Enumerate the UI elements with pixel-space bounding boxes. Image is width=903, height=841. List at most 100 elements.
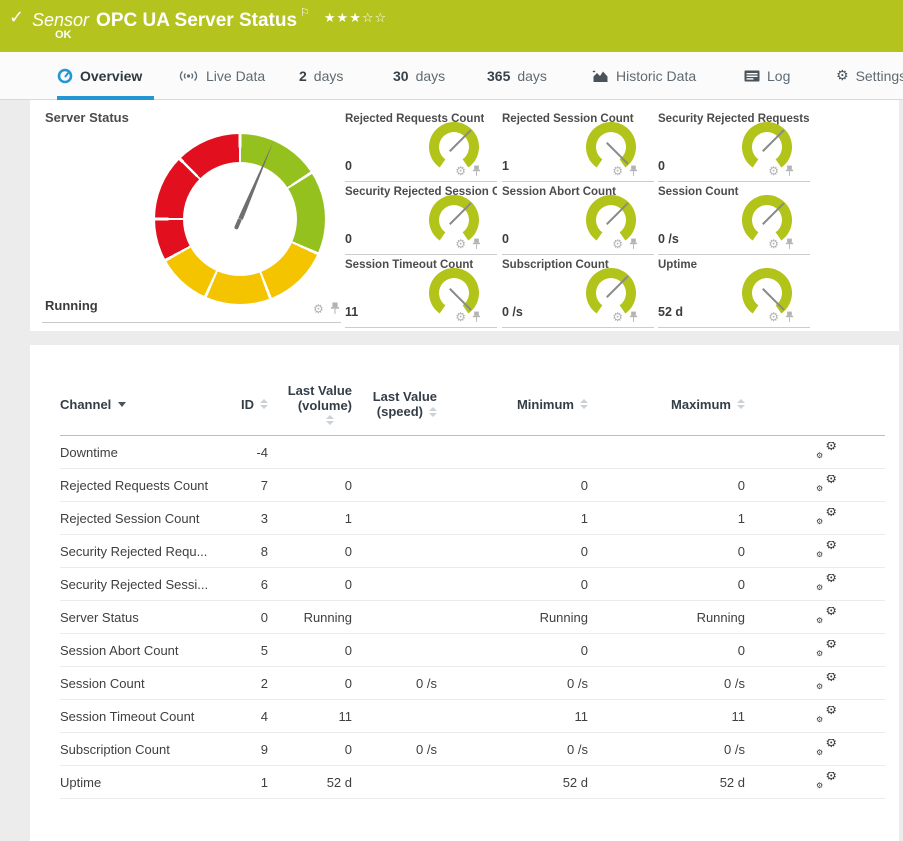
small-gauge-value: 0 (345, 159, 352, 173)
minimum-value: 0 /s (437, 742, 588, 757)
tab-settings[interactable]: ⚙ Settings (836, 52, 903, 100)
small-gauge-session-timeout-count: Session Timeout Count 11 ⚙ (345, 255, 497, 328)
gauge-settings-gear-icon[interactable]: ⚙ (612, 238, 623, 250)
pin-icon[interactable] (330, 302, 340, 315)
divider (42, 322, 341, 323)
table-row[interactable]: Security Rejected Sessi... 6 0 0 0 ⚙⚙ (60, 568, 885, 601)
small-gauge-title: Uptime (658, 259, 697, 271)
pin-icon[interactable] (472, 165, 481, 177)
tab-log[interactable]: Log (744, 52, 790, 100)
table-row[interactable]: Session Abort Count 5 0 0 0 ⚙⚙ (60, 634, 885, 667)
last-value-volume: 0 (268, 742, 352, 757)
gauge-settings-gear-icon[interactable]: ⚙ (768, 238, 779, 250)
last-value-volume: 0 (268, 643, 352, 658)
column-header-maximum[interactable]: Maximum (588, 397, 745, 412)
priority-stars[interactable]: ★★★☆☆ (324, 11, 387, 26)
channel-name: Security Rejected Requ... (60, 544, 238, 559)
small-gauge-title: Session Count (658, 186, 739, 198)
column-header-id[interactable]: ID (238, 397, 268, 412)
channel-id: 3 (238, 511, 268, 526)
maximum-value: Running (588, 610, 745, 625)
channel-settings-gears-icon[interactable]: ⚙⚙ (815, 442, 837, 459)
maximum-value: 0 /s (588, 676, 745, 691)
channel-settings-gears-icon[interactable]: ⚙⚙ (815, 475, 837, 492)
gauge-settings-gear-icon[interactable]: ⚙ (768, 311, 779, 323)
channel-settings-gears-icon[interactable]: ⚙⚙ (815, 772, 837, 789)
tab-365-days[interactable]: 365 days (487, 52, 547, 100)
channel-id: 5 (238, 643, 268, 658)
column-header-channel[interactable]: Channel (60, 397, 238, 412)
small-gauge-subscription-count: Subscription Count 0 /s ⚙ (502, 255, 654, 328)
pin-icon[interactable] (629, 165, 638, 177)
status-ok-check-icon: ✓ (9, 7, 24, 28)
channel-settings-gears-icon[interactable]: ⚙⚙ (815, 508, 837, 525)
tab-2-days[interactable]: 2 days (299, 52, 343, 100)
table-row[interactable]: Rejected Session Count 3 1 1 1 ⚙⚙ (60, 502, 885, 535)
minimum-value: Running (437, 610, 588, 625)
pin-icon[interactable] (472, 238, 481, 250)
pin-icon[interactable] (785, 311, 794, 323)
last-value-volume: 52 d (268, 775, 352, 790)
channel-id: 8 (238, 544, 268, 559)
gauge-settings-gear-icon[interactable]: ⚙ (455, 311, 466, 323)
tab-historic-data[interactable]: Historic Data (592, 52, 696, 100)
small-gauge-rejected-requests-count: Rejected Requests Count 0 ⚙ (345, 109, 497, 182)
pin-icon[interactable] (785, 165, 794, 177)
tab-2-days-number: 2 (299, 68, 307, 84)
small-gauge-value: 0 /s (502, 305, 523, 319)
gauge-settings-gear-icon[interactable]: ⚙ (612, 165, 623, 177)
table-row[interactable]: Rejected Requests Count 7 0 0 0 ⚙⚙ (60, 469, 885, 502)
table-row[interactable]: Session Timeout Count 4 11 11 11 ⚙⚙ (60, 700, 885, 733)
tab-30-days-unit: days (416, 68, 446, 84)
last-value-volume: 11 (268, 709, 352, 724)
tab-overview[interactable]: Overview (57, 52, 142, 100)
tab-historic-data-label: Historic Data (616, 68, 696, 84)
gauge-settings-gear-icon[interactable]: ⚙ (768, 165, 779, 177)
table-row[interactable]: Uptime 1 52 d 52 d 52 d ⚙⚙ (60, 766, 885, 799)
channel-settings-gears-icon[interactable]: ⚙⚙ (815, 739, 837, 756)
gauge-settings-gear-icon[interactable]: ⚙ (313, 303, 324, 315)
channel-name: Rejected Requests Count (60, 478, 238, 493)
gauge-settings-gear-icon[interactable]: ⚙ (455, 165, 466, 177)
table-row[interactable]: Session Count 2 0 0 /s 0 /s 0 /s ⚙⚙ (60, 667, 885, 700)
gauge-settings-gear-icon[interactable]: ⚙ (455, 238, 466, 250)
channel-name: Security Rejected Sessi... (60, 577, 238, 592)
channel-settings-gears-icon[interactable]: ⚙⚙ (815, 574, 837, 591)
settings-gear-icon: ⚙ (836, 68, 849, 84)
table-row[interactable]: Subscription Count 9 0 0 /s 0 /s 0 /s ⚙⚙ (60, 733, 885, 766)
sort-icon (260, 399, 268, 409)
table-row[interactable]: Security Rejected Requ... 8 0 0 0 ⚙⚙ (60, 535, 885, 568)
minimum-value: 11 (437, 709, 588, 724)
sort-icon (429, 407, 437, 417)
main-gauge-section: Server Status Running ⚙ (30, 100, 345, 331)
pin-icon[interactable] (785, 238, 794, 250)
channel-id: 4 (238, 709, 268, 724)
column-header-minimum[interactable]: Minimum (437, 397, 588, 412)
small-gauge-session-abort-count: Session Abort Count 0 ⚙ (502, 182, 654, 255)
column-header-last-value-volume[interactable]: Last Value(volume) (268, 383, 352, 425)
minimum-value: 52 d (437, 775, 588, 790)
flag-icon[interactable]: ⚐ (300, 6, 310, 19)
sort-desc-icon (118, 402, 126, 407)
channel-settings-gears-icon[interactable]: ⚙⚙ (815, 541, 837, 558)
small-gauge-value: 0 /s (658, 232, 679, 246)
sort-icon (737, 399, 745, 409)
channel-id: 7 (238, 478, 268, 493)
table-row[interactable]: Server Status 0 Running Running Running … (60, 601, 885, 634)
gauge-settings-gear-icon[interactable]: ⚙ (612, 311, 623, 323)
channel-settings-gears-icon[interactable]: ⚙⚙ (815, 706, 837, 723)
tab-30-days[interactable]: 30 days (393, 52, 445, 100)
pin-icon[interactable] (472, 311, 481, 323)
channel-settings-gears-icon[interactable]: ⚙⚙ (815, 607, 837, 624)
tab-live-data[interactable]: Live Data (178, 52, 265, 100)
channel-name: Uptime (60, 775, 238, 790)
table-row[interactable]: Downtime -4 ⚙⚙ (60, 436, 885, 469)
column-header-last-value-speed[interactable]: Last Value(speed) (352, 389, 437, 419)
channel-name: Session Count (60, 676, 238, 691)
pin-icon[interactable] (629, 238, 638, 250)
pin-icon[interactable] (629, 311, 638, 323)
small-gauge-value: 0 (345, 232, 352, 246)
channel-settings-gears-icon[interactable]: ⚙⚙ (815, 673, 837, 690)
channel-settings-gears-icon[interactable]: ⚙⚙ (815, 640, 837, 657)
page-title: OPC UA Server Status (96, 10, 297, 31)
